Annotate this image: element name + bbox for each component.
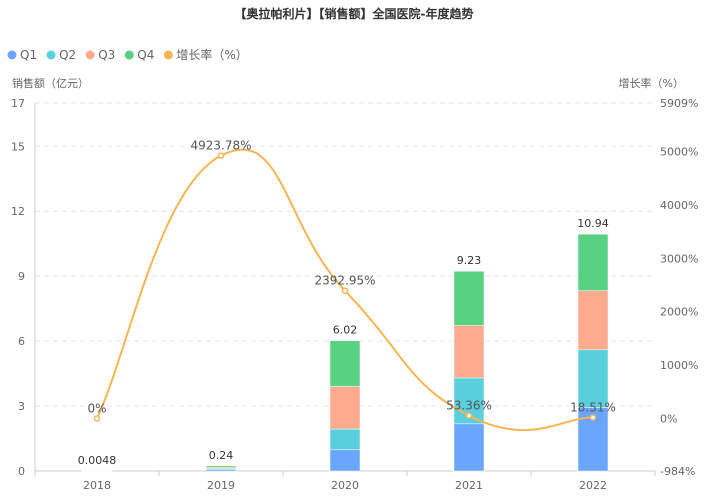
legend-item-2[interactable]: Q3 [98,48,115,62]
growth-line [96,148,594,432]
y2-tick-label: 5909% [660,97,698,110]
growth-point-2021[interactable] [465,412,473,419]
chart-title: 【奥拉帕利片】【销售额】全国医院-年度趋势 [235,6,474,21]
x-tick-label: 2020 [331,479,359,492]
legend-item-3[interactable]: Q4 [137,48,154,62]
y-tick-label: 12 [11,205,25,218]
y-tick-label: 3 [18,400,25,413]
growth-label: 4923.78% [190,139,251,153]
y2-tick-label: 4000% [660,199,698,212]
y2-tick-label: -984% [660,465,695,478]
y-axis-label: 销售额（亿元） [12,76,89,90]
x-tick-label: 2019 [207,479,235,492]
legend-marker-1[interactable] [46,50,56,60]
growth-point-2018[interactable] [93,415,101,422]
y2-tick-label: 1000% [660,359,698,372]
growth-point-2019[interactable] [217,152,225,159]
x-tick-label: 2018 [83,479,111,492]
y-tick-label: 17 [11,97,25,110]
bar-total-label: 0.0048 [78,454,117,467]
growth-label: 2392.95% [314,274,375,288]
y2-axis-label: 增长率（%） [619,76,684,90]
y2-tick-label: 3000% [660,252,698,265]
growth-label: 18.51% [570,400,616,414]
y-tick-label: 6 [18,335,25,348]
x-tick-label: 2022 [579,479,607,492]
y2-tick-label: 2000% [660,306,698,319]
growth-label: 53.36% [446,399,492,413]
x-tick-label: 2021 [455,479,483,492]
y-tick-label: 9 [18,270,25,283]
bar-Q4-2019[interactable] [205,465,237,468]
bar-Q3-2021[interactable] [453,325,485,379]
legend-marker-4[interactable] [163,50,173,60]
legend-marker-0[interactable] [7,50,17,60]
legend-marker-2[interactable] [85,50,95,60]
bar-total-label: 0.24 [209,449,234,462]
y-tick-label: 15 [11,140,25,153]
bar-Q1-2021[interactable] [453,423,485,472]
growth-point-2022[interactable] [589,414,597,421]
bar-Q2-2022[interactable] [577,349,609,408]
bar-Q1-2020[interactable] [329,449,361,472]
bar-total-label: 10.94 [577,217,609,230]
y2-tick-label: 0% [660,412,677,425]
y2-tick-label: 5000% [660,146,698,159]
growth-label: 0% [87,401,106,415]
bar-Q3-2022[interactable] [577,290,609,351]
bar-total-label: 6.02 [333,324,358,337]
bar-Q2-2020[interactable] [329,428,361,451]
y-tick-label: 0 [18,465,25,478]
bar-Q4-2022[interactable] [577,233,609,291]
legend-item-0[interactable]: Q1 [20,48,37,62]
legend-marker-3[interactable] [124,50,134,60]
bar-Q3-2020[interactable] [329,386,361,430]
bar-Q4-2020[interactable] [329,340,361,387]
bar-Q4-2021[interactable] [453,270,485,326]
legend-item-1[interactable]: Q2 [59,48,76,62]
bar-total-label: 9.23 [457,254,482,267]
growth-point-2020[interactable] [341,287,349,294]
legend-item-4[interactable]: 增长率（%） [176,47,247,62]
